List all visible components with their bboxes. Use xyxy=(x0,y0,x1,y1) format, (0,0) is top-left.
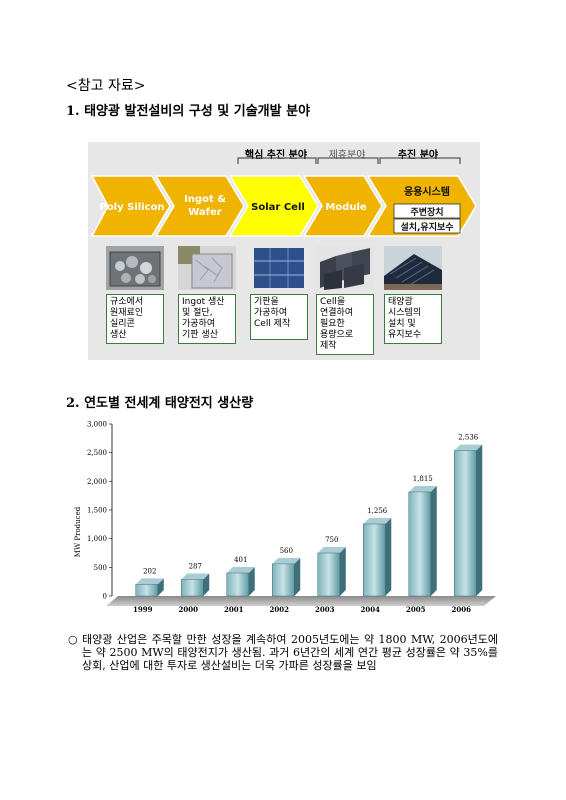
y-tick-label: 2,000 xyxy=(87,478,107,486)
desc-line: 태양광 xyxy=(388,297,438,308)
x-tick-label: 2000 xyxy=(179,605,199,614)
x-tick-label: 2002 xyxy=(270,605,290,614)
description-system: 태양광 시스템의 설치 및 유지보수 xyxy=(384,294,442,344)
module-image xyxy=(316,246,374,290)
desc-line: 및 절단, xyxy=(182,308,232,319)
desc-line: 가공하여 xyxy=(254,308,304,319)
data-label: 560 xyxy=(280,547,293,555)
desc-line: 실리콘 xyxy=(110,319,160,330)
stage-label-module: Module xyxy=(325,202,367,213)
bar-2000 xyxy=(181,580,203,596)
desc-line: 생산 xyxy=(110,330,160,341)
x-tick-label: 2001 xyxy=(224,605,244,614)
bars-group: 202 1999 287 2000 401 2001 560 2002 750 2003 1,256… xyxy=(133,434,482,614)
bar-2003 xyxy=(318,553,340,596)
y-tick-label: 3,000 xyxy=(87,421,107,429)
bar-2002 xyxy=(272,564,294,596)
summary-paragraph: ○ 태양광 산업은 주목할 만한 성장을 계속하여 2005년도에는 약 180… xyxy=(68,633,498,672)
value-chain-arrows: Poly Silicon Ingot & Wafer Solar Cell Mo… xyxy=(88,142,480,242)
description-solar-cell: 기판을 가공하여 Cell 제작 xyxy=(250,294,308,340)
desc-line: 용량으로 xyxy=(320,330,370,341)
bar-side xyxy=(385,518,391,596)
production-bar-chart: 0 500 1,000 1,500 2,000 2,500 3,000 MW Produce… xyxy=(66,412,498,614)
solar-cell-image xyxy=(250,246,308,290)
x-tick-label: 1999 xyxy=(133,605,153,614)
desc-line: Cell 제작 xyxy=(254,319,304,330)
bar-2001 xyxy=(227,573,249,596)
ingot-wafer-image xyxy=(178,246,236,290)
data-label: 1,815 xyxy=(413,475,433,483)
stage-label-solar-cell: Solar Cell xyxy=(251,202,305,213)
bar-2006 xyxy=(454,451,476,596)
solar-value-chain-diagram: 핵심 추진 분야 제휴분야 추진 분야 Poly Silicon Ingot &… xyxy=(88,142,480,360)
bar-side xyxy=(476,445,482,596)
bar-side xyxy=(340,547,346,596)
silicon-raw-image xyxy=(106,246,164,290)
bar-side xyxy=(294,558,300,596)
y-tick-label: 1,000 xyxy=(87,535,107,543)
desc-line: 가공하여 xyxy=(182,319,232,330)
sub-label-install: 설치,유지보수 xyxy=(400,221,453,233)
y-tick-label: 1,500 xyxy=(87,507,107,515)
stage-label-ingot-line2: Wafer xyxy=(188,207,222,218)
data-label: 1,256 xyxy=(367,507,388,515)
desc-line: 기판 생산 xyxy=(182,330,232,341)
x-tick-label: 2006 xyxy=(452,605,472,614)
chart-floor xyxy=(106,596,496,606)
data-label: 287 xyxy=(189,563,202,571)
x-tick-label: 2003 xyxy=(315,605,335,614)
y-tick-label: 2,500 xyxy=(87,449,107,457)
description-poly-silicon: 규소에서 원재료인 실리콘 생산 xyxy=(106,294,164,344)
description-ingot-wafer: Ingot 생산 및 절단, 가공하여 기판 생산 xyxy=(178,294,236,344)
x-tick-label: 2005 xyxy=(406,605,426,614)
desc-line: Cell을 xyxy=(320,297,370,308)
reference-title: <참고 자료> xyxy=(66,75,145,95)
desc-line: 제작 xyxy=(320,341,370,352)
x-tick-label: 2004 xyxy=(361,605,381,614)
data-label: 401 xyxy=(234,556,247,564)
desc-line: 시스템의 xyxy=(388,308,438,319)
section-2-title: 2. 연도별 전세계 태양전지 생산량 xyxy=(66,392,253,411)
desc-line: 유지보수 xyxy=(388,330,438,341)
stage-label-ingot-line1: Ingot & xyxy=(184,194,226,205)
bar-side xyxy=(431,486,437,596)
desc-line: 필요한 xyxy=(320,319,370,330)
desc-line: 규소에서 xyxy=(110,297,160,308)
stage-label-poly-silicon: Poly Silicon xyxy=(99,202,164,213)
data-label: 202 xyxy=(143,567,156,575)
installed-system-image xyxy=(384,246,442,290)
y-axis-ticks: 0 500 1,000 1,500 2,000 2,500 3,000 xyxy=(87,421,112,601)
y-tick-label: 500 xyxy=(94,564,107,572)
y-tick-label: 0 xyxy=(103,593,107,601)
y-axis-label: MW Produced xyxy=(74,506,82,557)
sub-label-peripheral: 주변장치 xyxy=(410,206,443,218)
section-1-title: 1. 태양광 발전설비의 구성 및 기술개발 분야 xyxy=(66,100,310,119)
bar-2005 xyxy=(409,492,431,596)
description-module: Cell을 연결하여 필요한 용량으로 제작 xyxy=(316,294,374,355)
bullet-circle: ○ xyxy=(68,633,78,646)
desc-line: 연결하여 xyxy=(320,308,370,319)
desc-line: 설치 및 xyxy=(388,319,438,330)
bar-1999 xyxy=(136,584,158,596)
bar-2004 xyxy=(363,524,385,596)
desc-line: Ingot 생산 xyxy=(182,297,232,308)
data-label: 2,536 xyxy=(458,434,479,442)
desc-line: 기판을 xyxy=(254,297,304,308)
desc-line: 원재료인 xyxy=(110,308,160,319)
stage-label-system: 응용시스템 xyxy=(404,186,450,198)
data-label: 750 xyxy=(325,536,338,544)
summary-text: 태양광 산업은 주목할 만한 성장을 계속하여 2005년도에는 약 1800 … xyxy=(82,633,498,672)
